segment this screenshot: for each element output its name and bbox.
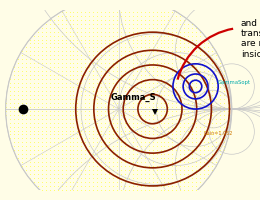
- Text: and
trans
are n
insic: and trans are n insic: [241, 19, 260, 59]
- Text: GammaSopt: GammaSopt: [218, 80, 251, 85]
- Text: Gain=1.052: Gain=1.052: [204, 131, 233, 136]
- Text: Gamma_S: Gamma_S: [110, 93, 156, 102]
